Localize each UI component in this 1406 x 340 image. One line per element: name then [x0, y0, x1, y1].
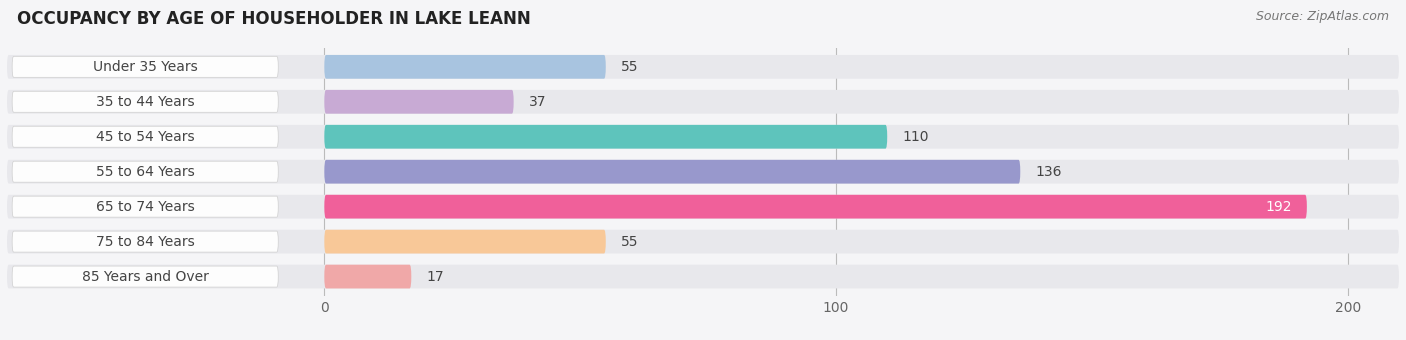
Text: Source: ZipAtlas.com: Source: ZipAtlas.com — [1256, 10, 1389, 23]
FancyBboxPatch shape — [13, 91, 278, 112]
FancyBboxPatch shape — [13, 161, 278, 182]
Text: 45 to 54 Years: 45 to 54 Years — [96, 130, 194, 144]
Text: 35 to 44 Years: 35 to 44 Years — [96, 95, 194, 109]
FancyBboxPatch shape — [13, 231, 278, 252]
FancyBboxPatch shape — [7, 160, 1399, 184]
FancyBboxPatch shape — [325, 160, 1021, 184]
Text: 192: 192 — [1265, 200, 1292, 214]
FancyBboxPatch shape — [13, 196, 278, 217]
FancyBboxPatch shape — [7, 195, 1399, 219]
Text: 17: 17 — [426, 270, 444, 284]
Text: 85 Years and Over: 85 Years and Over — [82, 270, 208, 284]
FancyBboxPatch shape — [7, 265, 1399, 288]
FancyBboxPatch shape — [7, 125, 1399, 149]
Text: 75 to 84 Years: 75 to 84 Years — [96, 235, 194, 249]
FancyBboxPatch shape — [325, 265, 412, 288]
FancyBboxPatch shape — [325, 125, 887, 149]
FancyBboxPatch shape — [325, 230, 606, 254]
FancyBboxPatch shape — [7, 55, 1399, 79]
FancyBboxPatch shape — [325, 90, 513, 114]
FancyBboxPatch shape — [13, 56, 278, 77]
FancyBboxPatch shape — [7, 90, 1399, 114]
FancyBboxPatch shape — [13, 266, 278, 287]
FancyBboxPatch shape — [7, 230, 1399, 254]
Text: Under 35 Years: Under 35 Years — [93, 60, 198, 74]
Text: 37: 37 — [529, 95, 547, 109]
Text: 65 to 74 Years: 65 to 74 Years — [96, 200, 194, 214]
Text: 55: 55 — [621, 235, 638, 249]
Text: 110: 110 — [903, 130, 929, 144]
FancyBboxPatch shape — [325, 55, 606, 79]
Text: 136: 136 — [1036, 165, 1062, 179]
FancyBboxPatch shape — [13, 126, 278, 147]
Text: OCCUPANCY BY AGE OF HOUSEHOLDER IN LAKE LEANN: OCCUPANCY BY AGE OF HOUSEHOLDER IN LAKE … — [17, 10, 530, 28]
FancyBboxPatch shape — [325, 195, 1306, 219]
Text: 55 to 64 Years: 55 to 64 Years — [96, 165, 194, 179]
Text: 55: 55 — [621, 60, 638, 74]
